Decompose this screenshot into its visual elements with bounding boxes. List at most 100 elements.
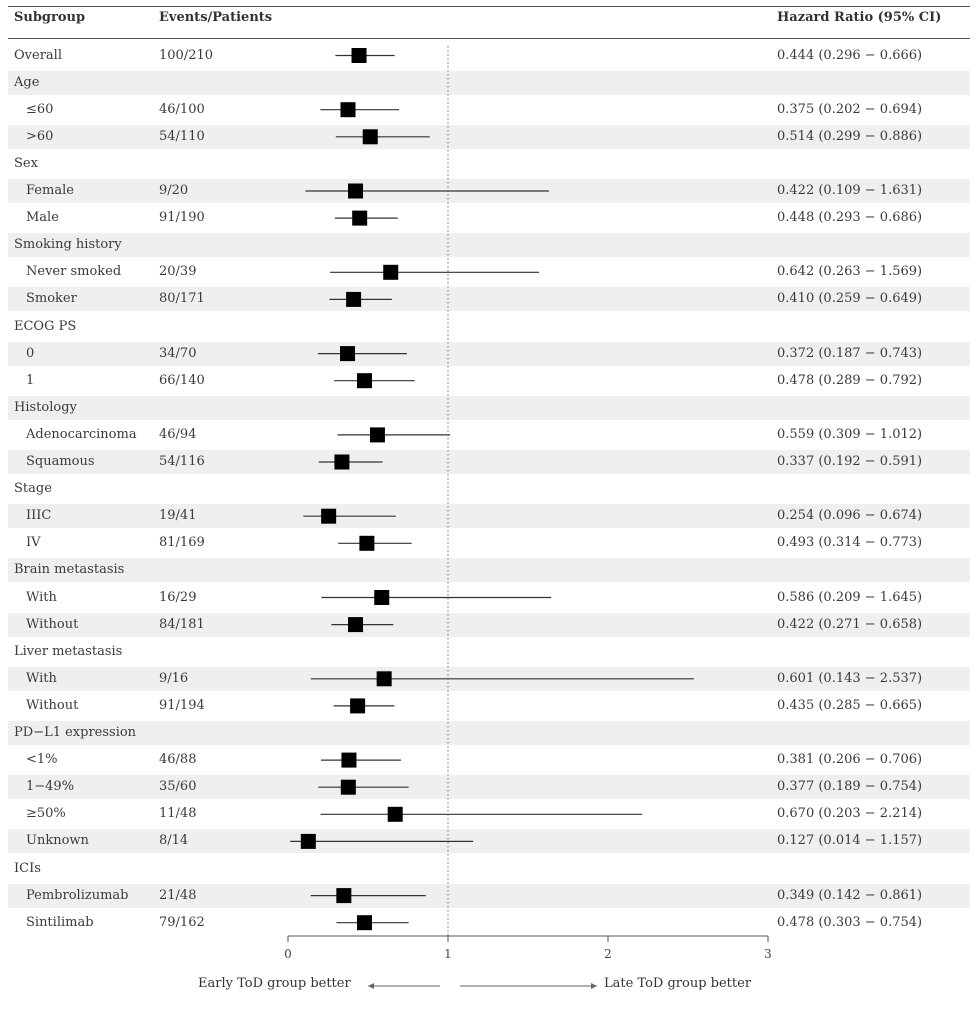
table-row: 1 66/140 0.478 (0.289 − 0.792) (8, 369, 970, 393)
header-events: Events/Patients (159, 10, 273, 25)
subgroup-label: Unknown (26, 833, 89, 849)
events-patients: 54/110 (159, 128, 205, 144)
hr-marker (351, 48, 367, 63)
subgroup-label: 0 (26, 345, 35, 361)
table-row: Sintilimab 79/162 0.478 (0.303 − 0.754) (8, 911, 970, 935)
table-row: <1% 46/88 0.381 (0.206 − 0.706) (8, 748, 970, 772)
x-tick-label: 1 (444, 947, 452, 961)
hazard-ratio-text: 0.375 (0.202 − 0.694) (777, 101, 923, 117)
table-row: Pembrolizumab 21/48 0.349 (0.142 − 0.861) (8, 883, 970, 908)
hr-marker (356, 373, 372, 389)
hazard-ratio-text: 0.381 (0.206 − 0.706) (777, 752, 923, 768)
hazard-ratio-text: 0.642 (0.263 − 1.569) (777, 264, 923, 280)
subgroup-label: With (26, 670, 57, 686)
hazard-ratio-text: 0.435 (0.285 − 0.665) (777, 697, 923, 713)
hazard-ratio-text: 0.377 (0.189 − 0.754) (777, 779, 923, 795)
hr-marker (336, 888, 352, 904)
hazard-ratio-text: 0.670 (0.203 − 2.214) (777, 806, 923, 822)
hazard-ratio-text: 0.422 (0.109 − 1.631) (777, 183, 923, 198)
top-rule (8, 6, 970, 7)
hazard-ratio-text: 0.601 (0.143 − 2.537) (777, 670, 923, 686)
group-label: Age (14, 74, 40, 90)
group-row: Smoking history (8, 233, 970, 258)
group-label: Brain metastasis (14, 562, 125, 578)
x-tick-label: 0 (284, 947, 292, 961)
hr-marker (376, 671, 392, 687)
hr-marker (340, 102, 356, 118)
subgroup-label: Sintilimab (26, 914, 94, 930)
hr-marker (350, 698, 366, 714)
x-tick-label: 2 (604, 947, 612, 961)
group-row: Histology (8, 395, 970, 420)
hr-marker (340, 346, 356, 362)
group-label: Smoking history (14, 237, 122, 253)
hazard-ratio-text: 0.514 (0.299 − 0.886) (777, 128, 923, 144)
hazard-ratio-text: 0.349 (0.142 − 0.861) (777, 887, 923, 903)
group-label: Stage (14, 481, 52, 497)
hr-marker (341, 752, 357, 768)
table-row: 1−49% 35/60 0.377 (0.189 − 0.754) (8, 775, 970, 800)
hr-marker (321, 508, 337, 524)
group-label: Liver metastasis (14, 643, 123, 659)
table-row: Adenocarcinoma 46/94 0.559 (0.309 − 1.012) (8, 423, 970, 447)
events-patients: 81/169 (159, 535, 205, 551)
events-patients: 46/88 (159, 752, 197, 768)
hr-marker (334, 454, 350, 470)
header-hazard-ratio: Hazard Ratio (95% CI) (777, 10, 942, 25)
subgroup-label: ≤60 (26, 101, 54, 117)
events-patients: 19/41 (159, 508, 197, 524)
subgroup-label: Overall (14, 47, 62, 63)
table-row: IIIC 19/41 0.254 (0.096 − 0.674) (8, 504, 970, 529)
subgroup-label: Without (26, 616, 79, 632)
events-patients: 100/210 (159, 47, 214, 63)
hazard-ratio-text: 0.337 (0.192 − 0.591) (777, 454, 923, 469)
subgroup-label: Pembrolizumab (26, 887, 129, 903)
table-row: Without 91/194 0.435 (0.285 − 0.665) (8, 694, 970, 718)
events-patients: 66/140 (159, 372, 205, 388)
group-row: Stage (8, 477, 970, 501)
events-patients: 21/48 (159, 887, 197, 903)
table-row: 0 34/70 0.372 (0.187 − 0.743) (8, 341, 970, 366)
table-row: Smoker 80/171 0.410 (0.259 − 0.649) (8, 287, 970, 312)
hazard-ratio-text: 0.586 (0.209 − 1.645) (777, 589, 923, 605)
events-patients: 16/29 (159, 589, 197, 605)
hr-marker (352, 210, 368, 226)
hazard-ratio-text: 0.478 (0.289 − 0.792) (777, 372, 923, 388)
subgroup-label: Smoker (26, 291, 77, 307)
group-row: PD−L1 expression (8, 721, 970, 745)
group-label: Histology (14, 399, 77, 415)
hazard-ratio-text: 0.127 (0.014 − 1.157) (777, 833, 923, 849)
right-arrow-head (591, 983, 597, 989)
hr-marker (374, 590, 390, 605)
group-row: ECOG PS (8, 315, 970, 339)
subgroup-label: Squamous (26, 454, 95, 469)
hazard-ratio-text: 0.254 (0.096 − 0.674) (777, 508, 923, 524)
hazard-ratio-text: 0.559 (0.309 − 1.012) (777, 426, 923, 442)
group-label: ECOG PS (14, 318, 77, 334)
table-row: Squamous 54/116 0.337 (0.192 − 0.591) (8, 450, 970, 474)
hazard-ratio-text: 0.372 (0.187 − 0.743) (777, 345, 923, 361)
events-patients: 46/100 (159, 101, 205, 117)
hr-marker (362, 129, 378, 145)
table-row: Male 91/190 0.448 (0.293 − 0.686) (8, 206, 970, 230)
events-patients: 91/194 (159, 697, 205, 713)
x-tick-label: 3 (764, 947, 772, 961)
group-row: Age (8, 70, 970, 95)
table-row: Without 84/181 0.422 (0.271 − 0.658) (8, 612, 970, 637)
hazard-ratio-text: 0.493 (0.314 − 0.773) (777, 535, 923, 551)
subgroup-label: Without (26, 697, 79, 713)
subgroup-label: >60 (26, 128, 54, 144)
subgroup-label: Female (26, 183, 74, 198)
subgroup-label: Adenocarcinoma (26, 426, 137, 442)
header-subgroup: Subgroup (14, 10, 86, 25)
group-row: ICIs (8, 857, 970, 881)
subgroup-label: 1 (26, 372, 35, 388)
table-row: ≤60 46/100 0.375 (0.202 − 0.694) (8, 98, 970, 122)
hr-marker (356, 915, 372, 931)
table-row: ≥50% 11/48 0.670 (0.203 − 2.214) (8, 802, 970, 826)
events-patients: 8/14 (159, 833, 189, 849)
table-row: With 16/29 0.586 (0.209 − 1.645) (8, 586, 970, 610)
subgroup-label: <1% (26, 752, 58, 768)
